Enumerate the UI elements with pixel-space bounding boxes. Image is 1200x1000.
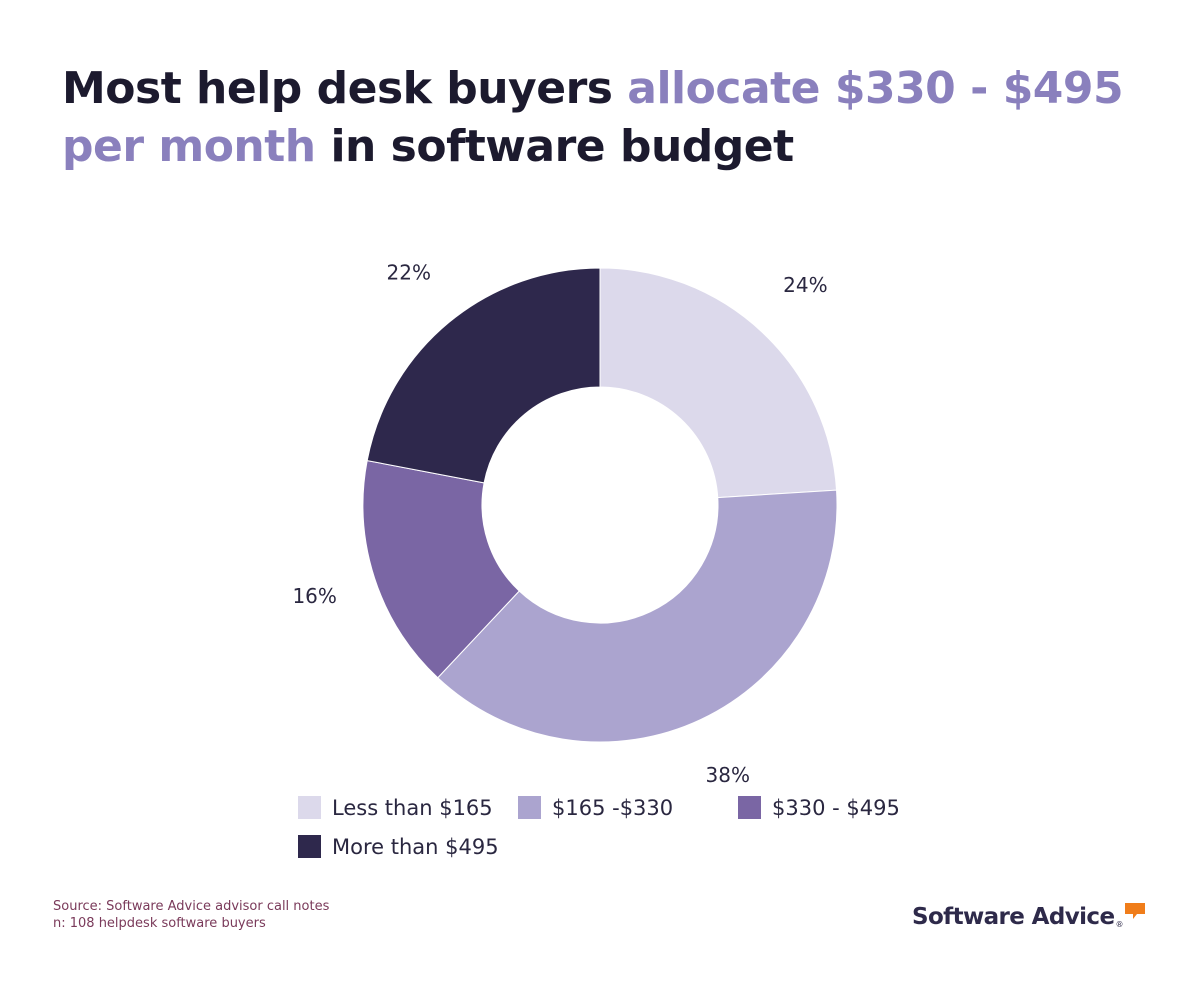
logo-wordmark: Software Advice	[912, 904, 1115, 930]
legend-label-2: $165 -$330	[552, 795, 674, 820]
donut-slice-4	[366, 267, 601, 484]
donut-slice-2	[437, 489, 838, 743]
speech-bubble-icon	[1125, 903, 1146, 919]
slice-label-3: 16%	[292, 584, 336, 608]
legend-swatch-4	[298, 835, 321, 858]
slice-label-2: 38%	[706, 763, 750, 787]
title-highlight-1: allocate $330 - $495	[627, 63, 1124, 114]
chart-title: Most help desk buyers allocate $330 - $4…	[62, 60, 1142, 176]
legend-label-4: More than $495	[332, 834, 499, 859]
title-part-1: Most help desk buyers	[62, 63, 628, 114]
legend-item-1: Less than $165	[298, 795, 518, 820]
legend-item-4: More than $495	[298, 834, 518, 859]
legend-label-1: Less than $165	[332, 795, 493, 820]
source-note: Source: Software Advice advisor call not…	[53, 898, 329, 932]
software-advice-logo: Software Advice ®	[912, 902, 1146, 932]
legend-label-3: $330 - $495	[772, 795, 900, 820]
donut-slice-3	[362, 460, 520, 679]
title-highlight-2: per month	[62, 121, 316, 172]
source-line: Source: Software Advice advisor call not…	[53, 899, 330, 914]
legend-swatch-3	[738, 796, 761, 819]
sample-size-line: n: 108 helpdesk software buyers	[53, 916, 266, 931]
title-part-2: in software budget	[315, 121, 794, 172]
logo-registered-mark: ®	[1115, 920, 1124, 929]
chart-legend: Less than $165 $165 -$330 $330 - $495 More …	[298, 795, 958, 859]
legend-swatch-2	[518, 796, 541, 819]
legend-item-2: $165 -$330	[518, 795, 738, 820]
legend-swatch-1	[298, 796, 321, 819]
slice-label-4: 22%	[387, 260, 431, 284]
donut-slices	[362, 267, 838, 743]
legend-item-3: $330 - $495	[738, 795, 958, 820]
slice-label-1: 24%	[783, 273, 827, 297]
donut-slice-1	[599, 267, 838, 499]
donut-slice-labels: 24% 38% 16% 22%	[292, 260, 827, 787]
